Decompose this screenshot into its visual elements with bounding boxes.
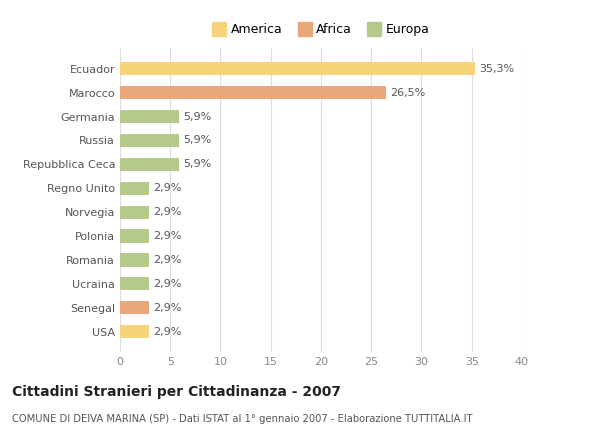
Bar (120, 205, 149, 219)
Text: 26,5%: 26,5% (391, 88, 425, 98)
Bar (120, 134, 179, 147)
Bar (120, 253, 149, 267)
Text: Cittadini Stranieri per Cittadinanza - 2007: Cittadini Stranieri per Cittadinanza - 2… (12, 385, 341, 399)
Bar (120, 110, 179, 123)
Bar (120, 277, 149, 290)
Text: 35,3%: 35,3% (479, 64, 514, 74)
Bar (120, 182, 149, 195)
Text: 2,9%: 2,9% (153, 255, 182, 265)
Text: 2,9%: 2,9% (153, 279, 182, 289)
Text: 2,9%: 2,9% (153, 303, 182, 313)
Bar (120, 301, 149, 314)
Text: 2,9%: 2,9% (153, 326, 182, 337)
Bar (120, 158, 179, 171)
Text: 5,9%: 5,9% (184, 136, 212, 146)
Text: 2,9%: 2,9% (153, 183, 182, 193)
Text: 2,9%: 2,9% (153, 207, 182, 217)
Text: 5,9%: 5,9% (184, 112, 212, 121)
Text: COMUNE DI DEIVA MARINA (SP) - Dati ISTAT al 1° gennaio 2007 - Elaborazione TUTTI: COMUNE DI DEIVA MARINA (SP) - Dati ISTAT… (12, 414, 473, 425)
Legend: America, Africa, Europa: America, Africa, Europa (207, 18, 435, 41)
Bar (120, 325, 149, 338)
Bar (120, 86, 386, 99)
Text: 5,9%: 5,9% (184, 159, 212, 169)
Bar (120, 62, 475, 75)
Text: 2,9%: 2,9% (153, 231, 182, 241)
Bar (120, 230, 149, 242)
